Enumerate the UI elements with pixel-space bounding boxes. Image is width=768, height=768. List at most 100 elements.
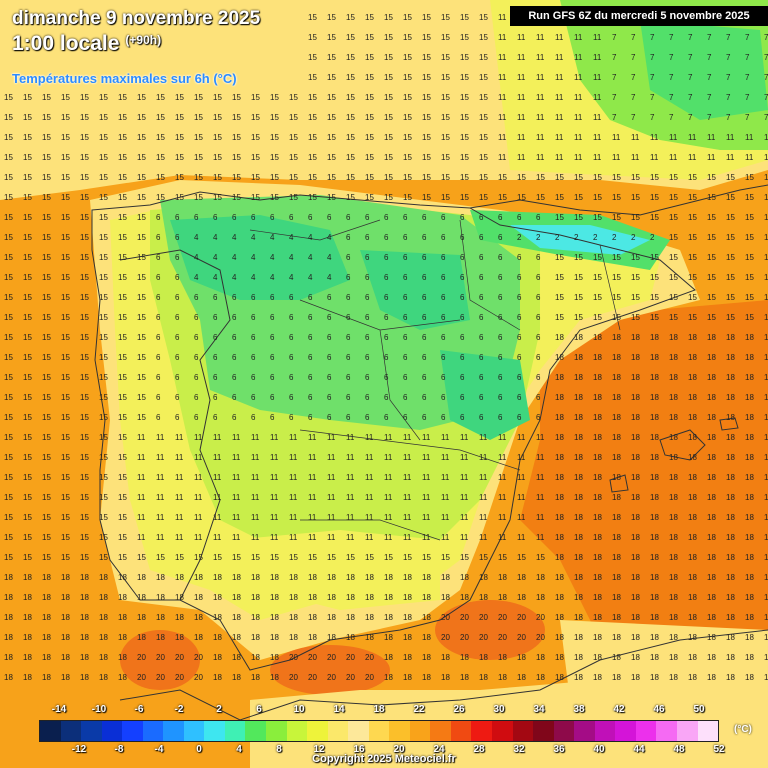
grid-value: 11 [365, 513, 374, 522]
grid-value: 4 [289, 233, 294, 242]
grid-value: 15 [61, 173, 70, 182]
grid-value: 6 [194, 393, 199, 402]
grid-value: 15 [118, 313, 127, 322]
grid-value: 15 [403, 73, 412, 82]
grid-value: 15 [688, 293, 697, 302]
grid-value: 6 [422, 273, 427, 282]
grid-value: 15 [479, 153, 488, 162]
grid-value: 11 [346, 493, 355, 502]
grid-value: 20 [479, 613, 488, 622]
grid-value: 11 [498, 153, 507, 162]
legend-swatch [163, 721, 184, 741]
grid-value: 7 [669, 33, 674, 42]
grid-value: 11 [726, 133, 735, 142]
grid-value: 18 [194, 633, 203, 642]
grid-value: 6 [213, 293, 218, 302]
grid-value: 6 [213, 393, 218, 402]
grid-value: 6 [498, 313, 503, 322]
legend-tick-label: 32 [513, 744, 525, 755]
grid-value: 18 [80, 613, 89, 622]
grid-value: 18 [707, 513, 716, 522]
grid-value: 11 [650, 153, 659, 162]
grid-value: 6 [498, 393, 503, 402]
legend-tick-label: 50 [693, 704, 705, 715]
grid-value: 7 [764, 113, 768, 122]
grid-value: 18 [593, 593, 602, 602]
grid-value: 15 [99, 373, 108, 382]
grid-value: 11 [688, 153, 697, 162]
grid-value: 11 [365, 533, 374, 542]
grid-value: 15 [42, 393, 51, 402]
grid-value: 15 [555, 313, 564, 322]
grid-value: 18 [631, 493, 640, 502]
grid-value: 6 [365, 373, 370, 382]
grid-value: 6 [213, 213, 218, 222]
grid-value: 15 [80, 513, 89, 522]
grid-value: 15 [61, 413, 70, 422]
grid-value: 11 [194, 433, 203, 442]
grid-value: 6 [346, 353, 351, 362]
grid-value: 11 [384, 453, 393, 462]
grid-value: 7 [764, 33, 768, 42]
grid-value: 18 [175, 633, 184, 642]
grid-value: 15 [99, 233, 108, 242]
grid-value: 18 [61, 593, 70, 602]
grid-value: 11 [536, 93, 545, 102]
grid-value: 18 [80, 653, 89, 662]
grid-value: 7 [726, 33, 731, 42]
grid-value: 20 [460, 633, 469, 642]
grid-value: 18 [232, 673, 241, 682]
grid-value: 18 [213, 613, 222, 622]
grid-value: 15 [80, 93, 89, 102]
grid-value: 6 [270, 313, 275, 322]
grid-value: 15 [232, 553, 241, 562]
grid-value: 15 [137, 173, 146, 182]
grid-value: 15 [650, 193, 659, 202]
grid-value: 18 [289, 573, 298, 582]
grid-value: 15 [346, 133, 355, 142]
grid-value: 18 [612, 393, 621, 402]
grid-value: 18 [745, 393, 754, 402]
grid-value: 18 [593, 513, 602, 522]
grid-value: 6 [536, 333, 541, 342]
grid-value: 15 [99, 313, 108, 322]
grid-value: 20 [308, 653, 317, 662]
grid-value: 15 [650, 213, 659, 222]
grid-value: 7 [631, 73, 636, 82]
grid-value: 18 [574, 413, 583, 422]
legend-tick-label: -10 [91, 704, 107, 715]
legend-tick-label: 2 [216, 704, 222, 715]
grid-value: 6 [289, 313, 294, 322]
grid-value: 15 [118, 213, 127, 222]
grid-value: 18 [764, 373, 768, 382]
grid-value: 6 [346, 313, 351, 322]
grid-value: 15 [327, 193, 336, 202]
grid-value: 18 [726, 353, 735, 362]
grid-value: 11 [365, 473, 374, 482]
grid-value: 6 [365, 273, 370, 282]
grid-value: 18 [669, 393, 678, 402]
grid-value: 6 [403, 313, 408, 322]
grid-value: 18 [688, 433, 697, 442]
legend-swatch [492, 721, 513, 741]
grid-value: 18 [251, 633, 260, 642]
legend-tick-label: 28 [473, 744, 485, 755]
grid-value: 6 [517, 413, 522, 422]
grid-value: 18 [669, 333, 678, 342]
grid-value: 18 [593, 413, 602, 422]
grid-value: 6 [156, 293, 161, 302]
grid-value: 6 [346, 213, 351, 222]
grid-value: 18 [251, 673, 260, 682]
grid-value: 11 [289, 473, 298, 482]
grid-value: 6 [365, 293, 370, 302]
grid-value: 18 [251, 593, 260, 602]
grid-value: 15 [365, 33, 374, 42]
grid-value: 6 [460, 293, 465, 302]
grid-value: 15 [327, 133, 336, 142]
grid-value: 18 [232, 593, 241, 602]
grid-value: 6 [251, 393, 256, 402]
grid-value: 15 [555, 253, 564, 262]
grid-value: 6 [346, 413, 351, 422]
grid-value: 18 [707, 473, 716, 482]
legend-tick-label: 40 [593, 744, 605, 755]
